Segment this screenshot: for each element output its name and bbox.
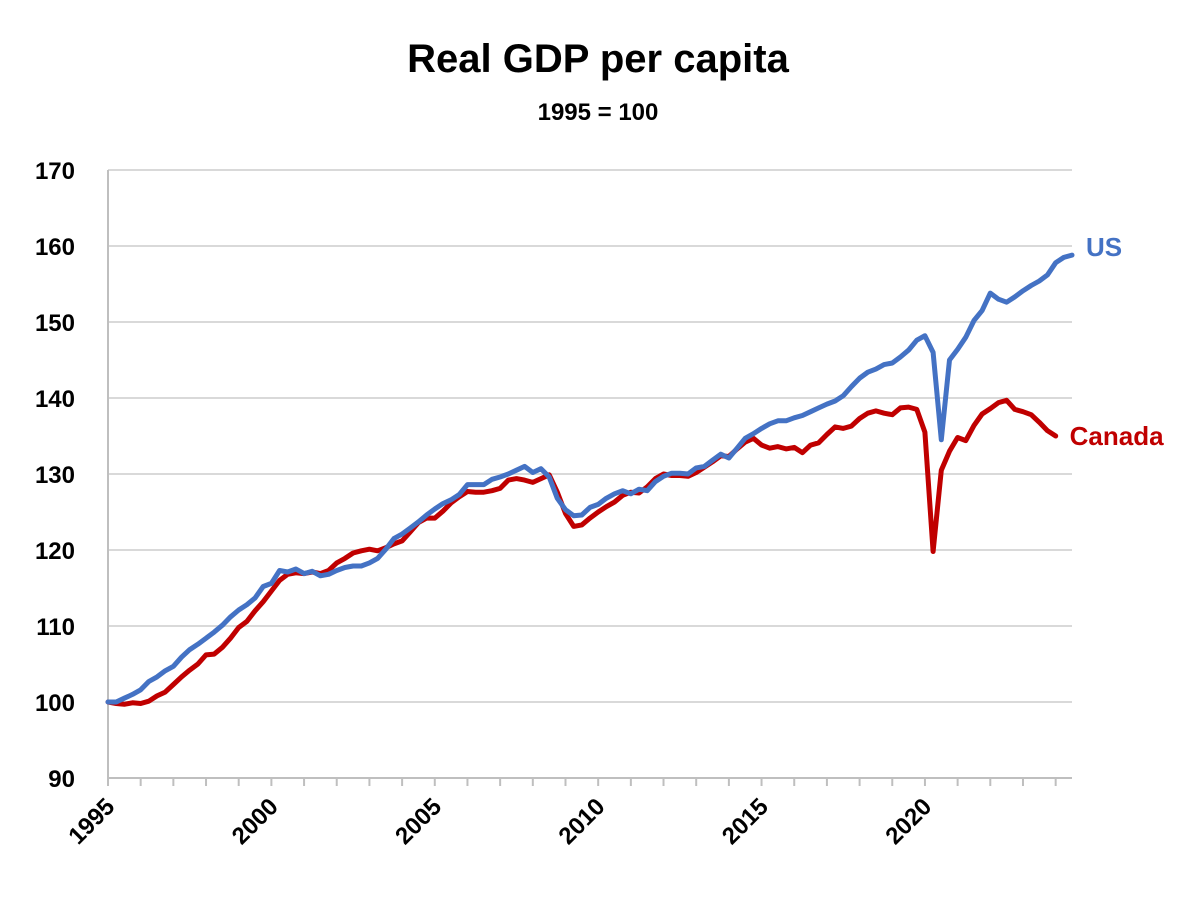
gridlines [107,169,1072,786]
y-tick-label: 90 [48,766,75,793]
y-tick-label: 100 [35,690,75,717]
chart-subtitle: 1995 = 100 [538,99,659,126]
x-tick-label: 1995 [63,793,120,850]
y-tick-label: 170 [35,158,75,185]
x-tick-label: 2020 [880,793,937,850]
x-axis-tick-labels: 1995 2000 2005 2010 2015 2020 [63,793,937,850]
x-tick-label: 2000 [227,793,284,850]
y-axis-tick-labels: 90 100 110 120 130 140 150 160 170 [35,158,75,793]
series-lines [105,252,1075,707]
chart-title: Real GDP per capita [407,37,789,81]
series-labels: Canada US [1070,232,1164,451]
series-line-canada [105,397,1059,707]
series-line-us [105,252,1075,705]
y-tick-label: 110 [36,614,75,641]
series-label-canada: Canada [1070,421,1164,451]
x-tick-label: 2015 [717,793,774,850]
x-tick-label: 2005 [390,793,447,850]
y-tick-label: 160 [35,234,75,261]
y-tick-label: 140 [35,386,75,413]
x-tick-label: 2010 [554,793,611,850]
y-tick-label: 120 [35,538,75,565]
y-tick-label: 130 [35,462,75,489]
series-label-us: US [1086,232,1122,262]
y-tick-label: 150 [35,310,75,337]
